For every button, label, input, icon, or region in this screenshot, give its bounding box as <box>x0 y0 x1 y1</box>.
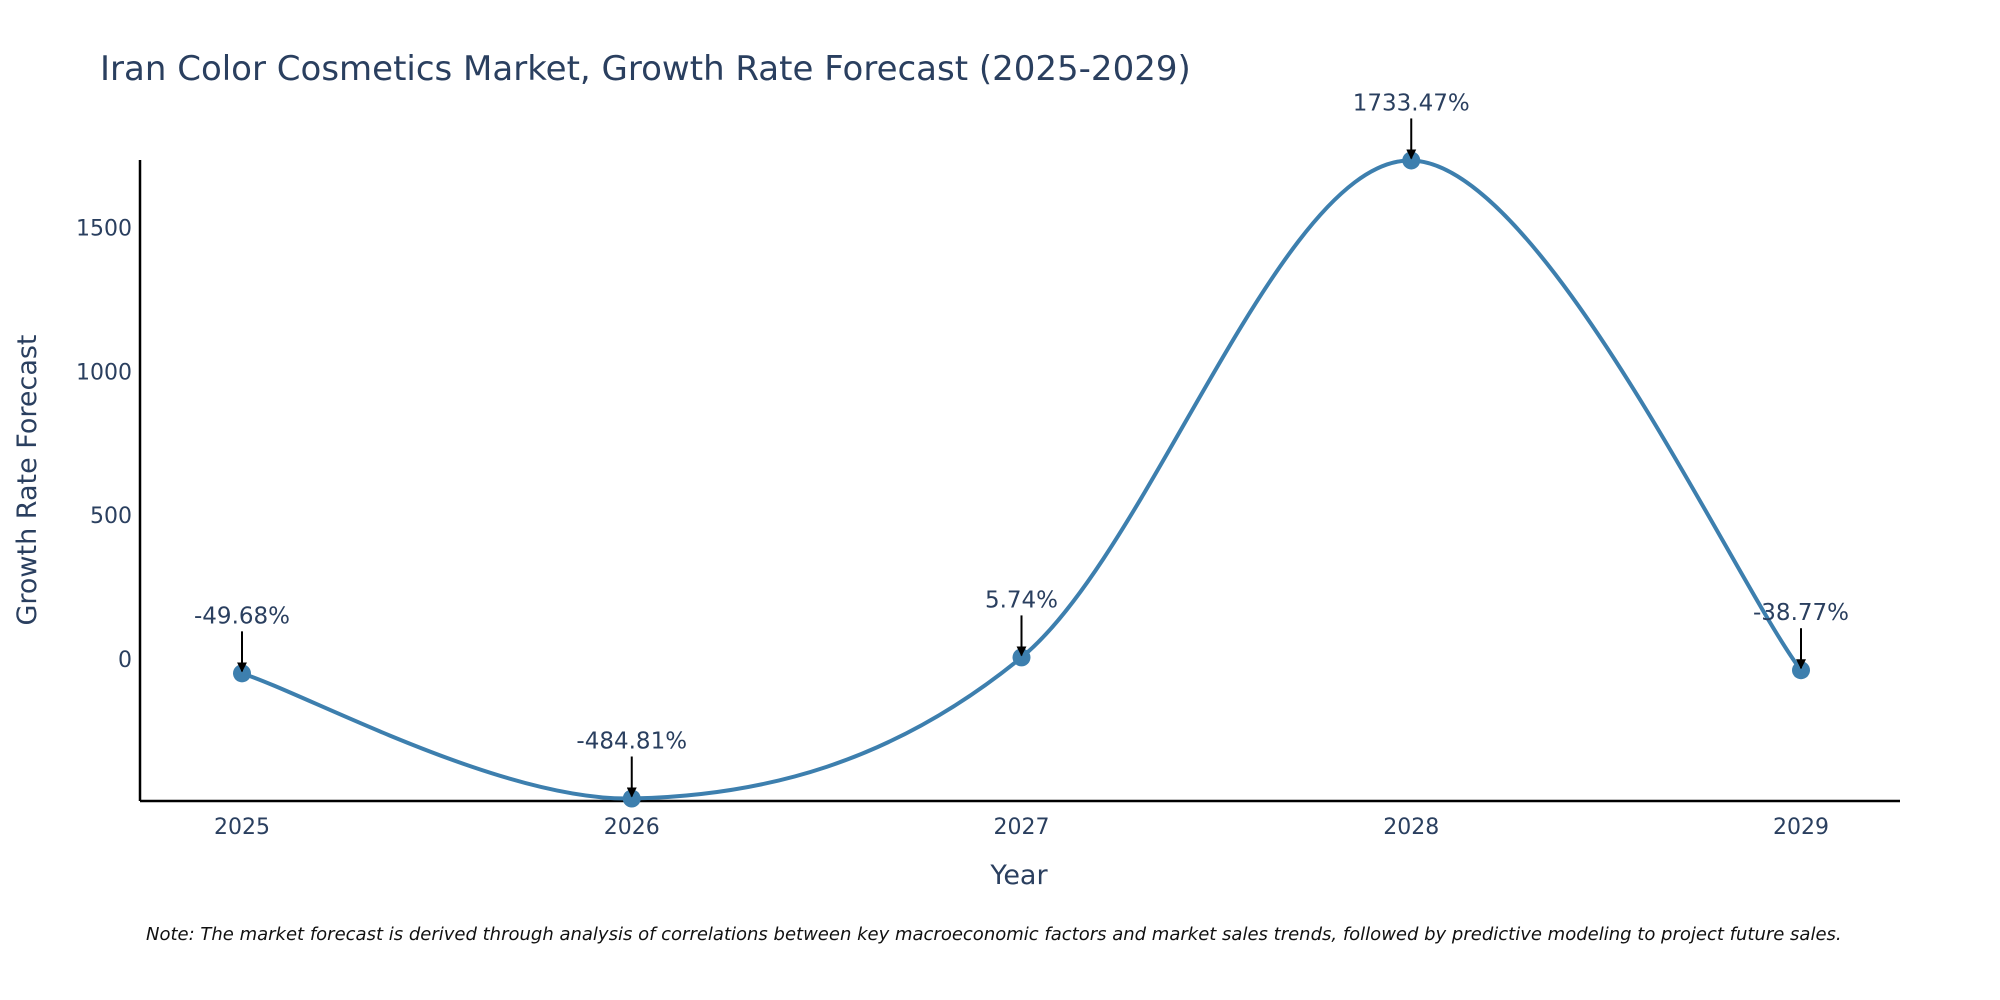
data-label: -49.68% <box>194 603 290 629</box>
x-tick-label: 2026 <box>604 815 660 840</box>
x-axis-title: Year <box>989 860 1048 891</box>
y-tick-label: 1500 <box>76 217 132 242</box>
series-line <box>241 158 1803 801</box>
y-axis-title: Growth Rate Forecast <box>12 334 43 625</box>
y-tick-label: 0 <box>118 648 132 673</box>
data-label: 5.74% <box>985 587 1058 613</box>
chart-title: Iran Color Cosmetics Market, Growth Rate… <box>100 49 1191 89</box>
y-tick-label: 1000 <box>76 360 132 385</box>
data-label: -484.81% <box>576 729 687 755</box>
x-tick-label: 2027 <box>994 815 1050 840</box>
x-tick-label: 2029 <box>1773 815 1829 840</box>
chart-note: Note: The market forecast is derived thr… <box>146 924 1842 945</box>
y-tick-label: 500 <box>90 504 132 529</box>
x-tick-label: 2028 <box>1383 815 1439 840</box>
plot-area: 0 500 1000 1500 2025 2026 2027 2028 2029 -49.68% -… <box>76 90 1900 840</box>
data-label: 1733.47% <box>1353 90 1470 116</box>
data-label: -38.77% <box>1753 600 1849 626</box>
x-tick-label: 2025 <box>214 815 270 840</box>
